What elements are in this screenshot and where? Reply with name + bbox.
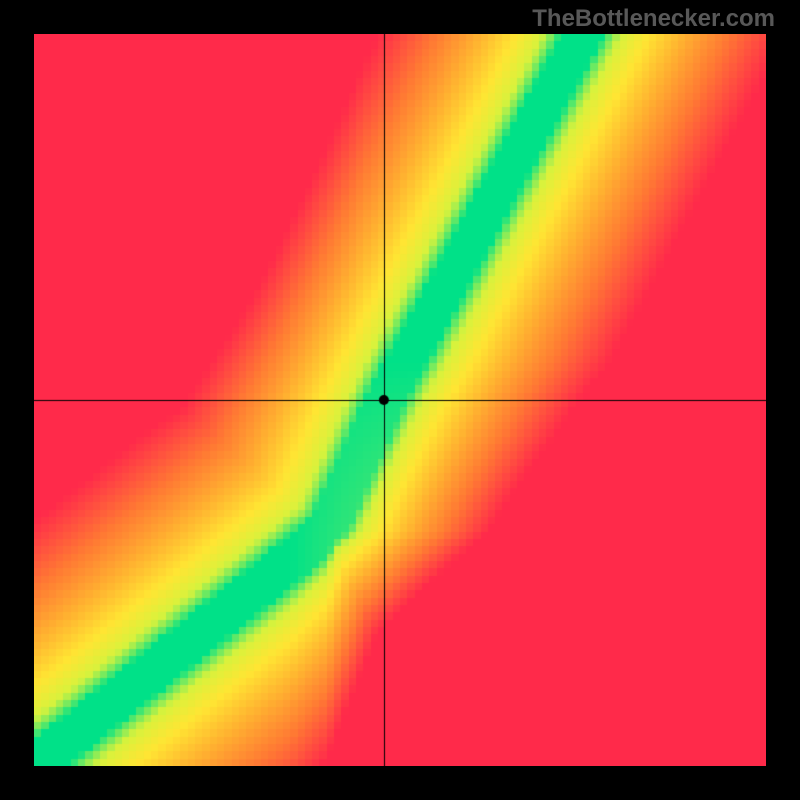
watermark-text: TheBottlenecker.com: [532, 5, 775, 33]
chart-container: TheBottlenecker.com: [0, 0, 800, 800]
bottleneck-heatmap: [34, 34, 766, 766]
